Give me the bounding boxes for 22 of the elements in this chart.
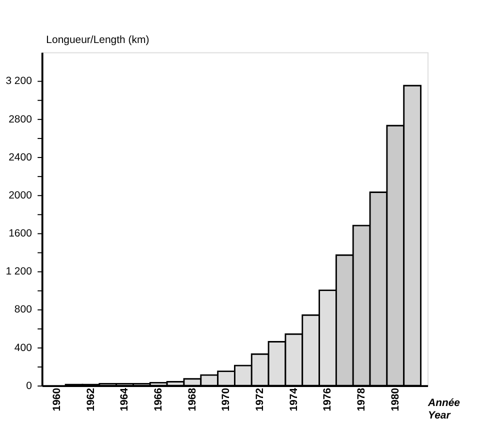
- y-tick-label: 0: [26, 380, 32, 392]
- x-tick-label: 1960: [52, 388, 63, 412]
- y-tick-label: 2400: [8, 152, 32, 164]
- x-tick-label: 1968: [187, 388, 198, 412]
- y-tick-label: 3 200: [6, 76, 32, 88]
- x-axis-title: Année Year: [427, 398, 460, 422]
- y-tick-label: 2800: [8, 114, 32, 126]
- x-tick-label: 1962: [86, 388, 97, 412]
- x-tick-label: 1978: [356, 388, 368, 412]
- x-tick-label: 1976: [322, 388, 334, 412]
- x-tick-label: 1972: [254, 388, 266, 412]
- x-tick-label: 1966: [153, 388, 164, 412]
- x-tick-label: 1980: [390, 388, 402, 412]
- x-tick-label: 1970: [221, 388, 232, 412]
- y-tick-label: 2000: [8, 190, 32, 202]
- y-tick-label: 1 200: [6, 266, 32, 278]
- x-tick-label: 1964: [120, 388, 131, 412]
- x-tick-label: 1974: [288, 388, 300, 412]
- y-tick-label: 1600: [8, 228, 32, 240]
- y-tick-label: 400: [14, 342, 32, 354]
- y-tick-label: 800: [14, 304, 32, 316]
- y-axis-title: Longueur/Length (km): [46, 35, 150, 46]
